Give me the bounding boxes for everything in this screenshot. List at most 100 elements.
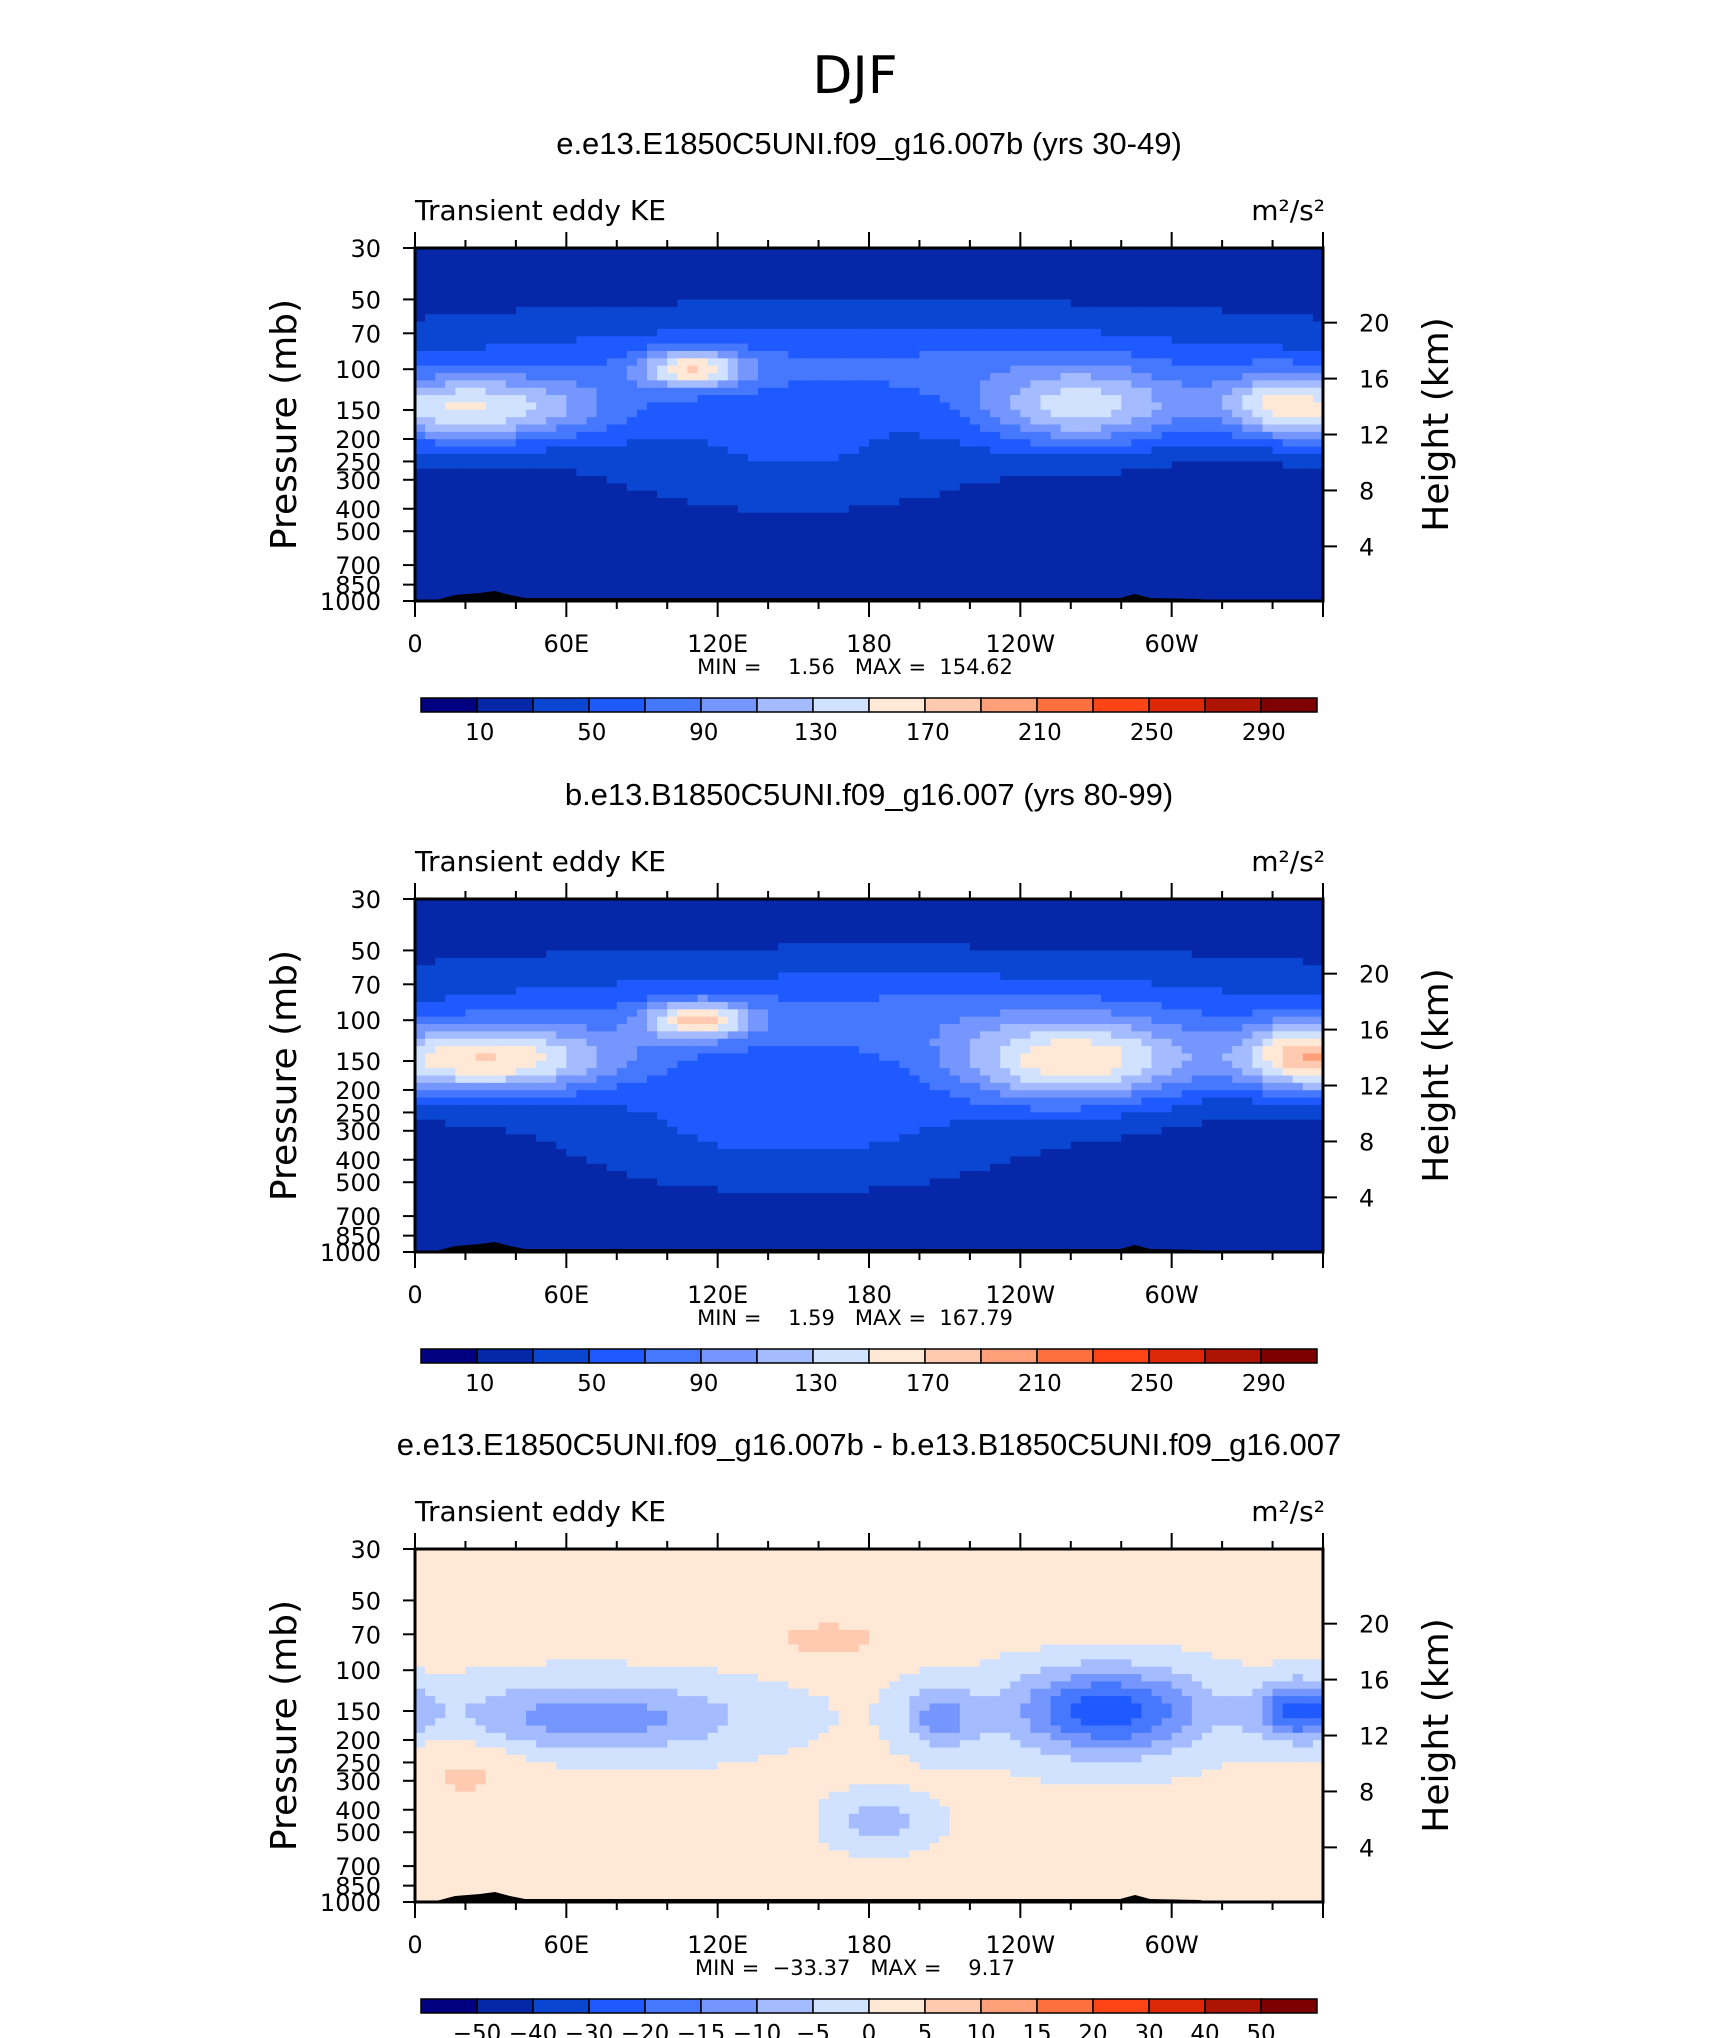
field-cell [596,321,608,330]
field-cell [798,350,810,359]
field-cell [647,255,658,264]
field-cell [667,556,678,565]
field-cell [828,358,840,367]
field-cell [495,424,507,433]
field-cell [485,424,497,433]
field-cell [1242,270,1253,279]
field-cell [606,475,618,484]
field-cell [1272,439,1284,448]
field-cell [869,270,880,279]
field-cell [647,306,658,315]
field-cell [1090,336,1102,345]
field-cell [546,343,557,352]
field-cell [1000,586,1011,595]
field-cell [1201,365,1213,374]
field-cell [1171,593,1183,601]
field-cell [909,409,921,418]
field-cell [1121,431,1132,440]
field-cell [1242,336,1253,345]
field-cell [879,306,890,315]
field-cell [1282,578,1294,587]
field-cell [1010,402,1021,411]
field-cell [1171,578,1183,587]
field-cell [838,542,850,551]
field-cell [949,571,961,580]
min-max-label: MIN = 1.56 MAX = 154.62 [697,655,1013,679]
field-cell [798,593,810,601]
field-cell [1040,556,1052,565]
field-cell [1141,906,1153,915]
field-cell [546,446,557,455]
field-cell [1242,899,1253,907]
field-cell [546,299,557,308]
field-cell [657,564,668,573]
field-cell [879,409,890,418]
field-cell [737,306,749,315]
y-tick-label: 30 [350,235,381,263]
field-cell [687,328,699,337]
field-cell [1111,899,1122,907]
field-cell [1171,512,1183,521]
field-cell [1292,490,1304,499]
field-cell [1010,299,1021,308]
field-cell [798,395,810,404]
field-cell [1161,564,1173,573]
field-cell [455,453,467,462]
field-cell [1080,453,1092,462]
field-cell [879,534,890,543]
field-cell [566,402,578,411]
field-cell [808,586,820,595]
field-cell [1212,299,1223,308]
field-cell [869,468,880,477]
field-cell [657,928,668,937]
field-cell [677,350,688,359]
field-cell [1030,387,1042,396]
field-cell [667,292,678,301]
field-cell [1252,483,1264,492]
field-cell [768,277,779,286]
field-cell [425,255,436,264]
field-cell [1252,336,1264,345]
field-cell [737,255,749,264]
field-cell [1252,505,1264,514]
field-cell [586,292,598,301]
field-cell [465,527,477,536]
field-cell [1070,490,1082,499]
y-tick-label: 400 [335,496,381,524]
field-cell [858,913,870,922]
field-cell [677,439,688,448]
field-cell [677,431,688,440]
field-cell [889,284,900,293]
field-cell [1020,586,1032,595]
field-cell [586,534,598,543]
field-cell [546,248,557,256]
field-cell [919,549,931,558]
field-cell [969,277,981,286]
field-cell [1181,336,1193,345]
field-cell [1101,498,1112,506]
field-cell [657,490,668,499]
field-cell [1272,461,1284,470]
field-cell [657,270,668,279]
field-cell [858,446,870,455]
field-cell [435,424,446,433]
field-cell [1030,921,1042,930]
field-cell [606,284,618,293]
field-cell [818,913,830,922]
field-cell [848,446,860,455]
field-cell [1191,593,1203,601]
field-cell [515,928,527,937]
field-cell [990,336,1001,345]
field-cell [949,520,961,529]
field-cell [1020,292,1032,301]
field-cell [990,549,1001,558]
field-cell [1070,446,1082,455]
field-cell [657,453,668,462]
field-cell [495,343,507,352]
field-cell [556,292,567,301]
field-cell [1282,395,1294,404]
field-cell [677,328,688,337]
field-cell [697,505,709,514]
field-cell [889,928,900,937]
field-cell [1050,336,1062,345]
